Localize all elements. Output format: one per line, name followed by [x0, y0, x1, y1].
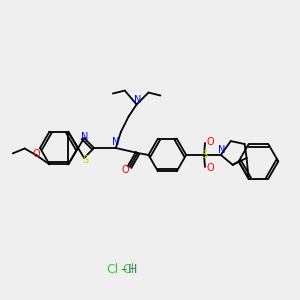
Text: Cl: Cl [106, 263, 118, 276]
Text: Cl: Cl [122, 263, 134, 276]
Text: S: S [201, 150, 207, 160]
Text: O: O [122, 165, 130, 175]
Text: –: – [120, 263, 126, 276]
Text: O: O [33, 149, 41, 159]
Text: H: H [128, 263, 137, 276]
Text: O: O [206, 163, 214, 173]
Text: O: O [206, 137, 214, 147]
Text: N: N [112, 137, 119, 147]
Text: N: N [81, 132, 89, 142]
Text: S: S [82, 155, 88, 165]
Text: N: N [134, 95, 141, 106]
Text: N: N [218, 145, 226, 155]
